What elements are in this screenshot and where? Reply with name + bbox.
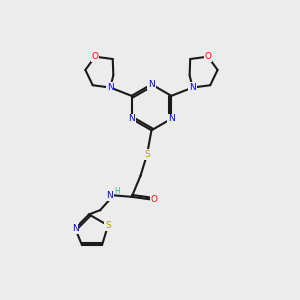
Text: O: O: [204, 52, 211, 61]
Text: O: O: [151, 195, 158, 204]
Text: N: N: [128, 114, 135, 123]
Text: N: N: [106, 191, 113, 200]
Text: N: N: [148, 80, 155, 89]
Text: N: N: [168, 114, 175, 123]
Text: H: H: [114, 187, 120, 196]
Text: N: N: [72, 224, 79, 233]
Text: N: N: [189, 83, 196, 92]
Text: N: N: [107, 83, 114, 92]
Text: S: S: [105, 221, 111, 230]
Text: O: O: [92, 52, 99, 61]
Text: S: S: [144, 150, 150, 159]
